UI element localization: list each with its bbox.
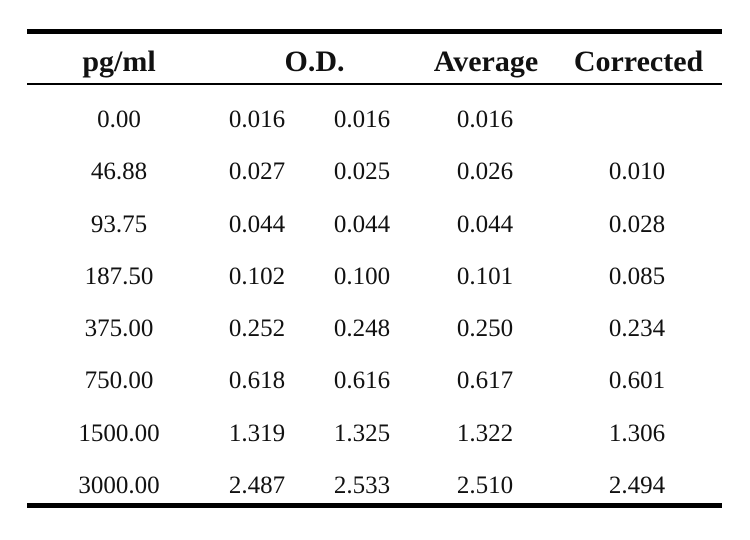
cell-od-1: 2.487 bbox=[228, 472, 286, 500]
header-od: O.D. bbox=[284, 45, 345, 78]
cell-od-2: 0.100 bbox=[333, 262, 391, 290]
cell-od-1: 0.252 bbox=[228, 315, 286, 343]
cell-corrected: 0.234 bbox=[608, 315, 666, 343]
cell-od-2: 1.325 bbox=[333, 419, 391, 447]
cell-average: 0.250 bbox=[456, 315, 514, 343]
cell-od-2: 2.533 bbox=[333, 472, 391, 500]
cell-corrected: 0.601 bbox=[608, 367, 666, 395]
table-header-rule bbox=[27, 83, 722, 85]
cell-od-1: 0.027 bbox=[228, 158, 286, 186]
table-bottom-rule bbox=[27, 503, 722, 508]
table-body: 0.00 0.016 0.016 0.016 46.88 0.027 0.025… bbox=[27, 95, 722, 513]
cell-average: 2.510 bbox=[456, 472, 514, 500]
cell-od-2: 0.044 bbox=[333, 210, 391, 238]
cell-od-1: 0.102 bbox=[228, 262, 286, 290]
cell-corrected: 0.085 bbox=[608, 262, 666, 290]
cell-concentration: 750.00 bbox=[84, 367, 154, 395]
header-average: Average bbox=[433, 45, 539, 78]
cell-concentration: 1500.00 bbox=[78, 419, 160, 447]
cell-average: 1.322 bbox=[456, 419, 514, 447]
cell-od-2: 0.016 bbox=[333, 106, 391, 133]
header-concentration: pg/ml bbox=[82, 45, 156, 78]
table-row: 750.00 0.618 0.616 0.617 0.601 bbox=[27, 356, 722, 408]
cell-average: 0.101 bbox=[456, 262, 514, 290]
cell-average: 0.026 bbox=[456, 158, 514, 186]
cell-od-2: 0.616 bbox=[333, 367, 391, 395]
cell-concentration: 3000.00 bbox=[78, 472, 160, 500]
cell-od-1: 0.016 bbox=[228, 106, 286, 133]
cell-concentration: 93.75 bbox=[90, 210, 148, 238]
table-row: 46.88 0.027 0.025 0.026 0.010 bbox=[27, 147, 722, 199]
cell-corrected: 0.028 bbox=[608, 210, 666, 238]
table-row: 375.00 0.252 0.248 0.250 0.234 bbox=[27, 304, 722, 356]
table-row: 187.50 0.102 0.100 0.101 0.085 bbox=[27, 252, 722, 304]
cell-average: 0.016 bbox=[456, 106, 514, 133]
header-corrected: Corrected bbox=[573, 45, 704, 78]
cell-od-2: 0.248 bbox=[333, 315, 391, 343]
table-header: pg/ml O.D. Average Corrected bbox=[27, 44, 722, 80]
cell-concentration: 375.00 bbox=[84, 315, 154, 343]
table-top-rule bbox=[27, 29, 722, 34]
cell-od-1: 0.044 bbox=[228, 210, 286, 238]
table-row: 93.75 0.044 0.044 0.044 0.028 bbox=[27, 200, 722, 252]
cell-od-1: 0.618 bbox=[228, 367, 286, 395]
table-row: 3000.00 2.487 2.533 2.510 2.494 bbox=[27, 461, 722, 513]
cell-concentration: 0.00 bbox=[97, 106, 141, 133]
cell-corrected: 1.306 bbox=[608, 419, 666, 447]
cell-corrected: 2.494 bbox=[608, 472, 666, 500]
cell-average: 0.044 bbox=[456, 210, 514, 238]
cell-od-1: 1.319 bbox=[228, 419, 286, 447]
cell-corrected: 0.010 bbox=[608, 158, 666, 186]
cell-corrected bbox=[592, 95, 682, 147]
table-row: 0.00 0.016 0.016 0.016 bbox=[27, 95, 722, 147]
table-row: 1500.00 1.319 1.325 1.322 1.306 bbox=[27, 409, 722, 461]
cell-od-2: 0.025 bbox=[333, 158, 391, 186]
cell-concentration: 46.88 bbox=[90, 158, 148, 186]
cell-average: 0.617 bbox=[456, 367, 514, 395]
cell-concentration: 187.50 bbox=[84, 262, 154, 290]
